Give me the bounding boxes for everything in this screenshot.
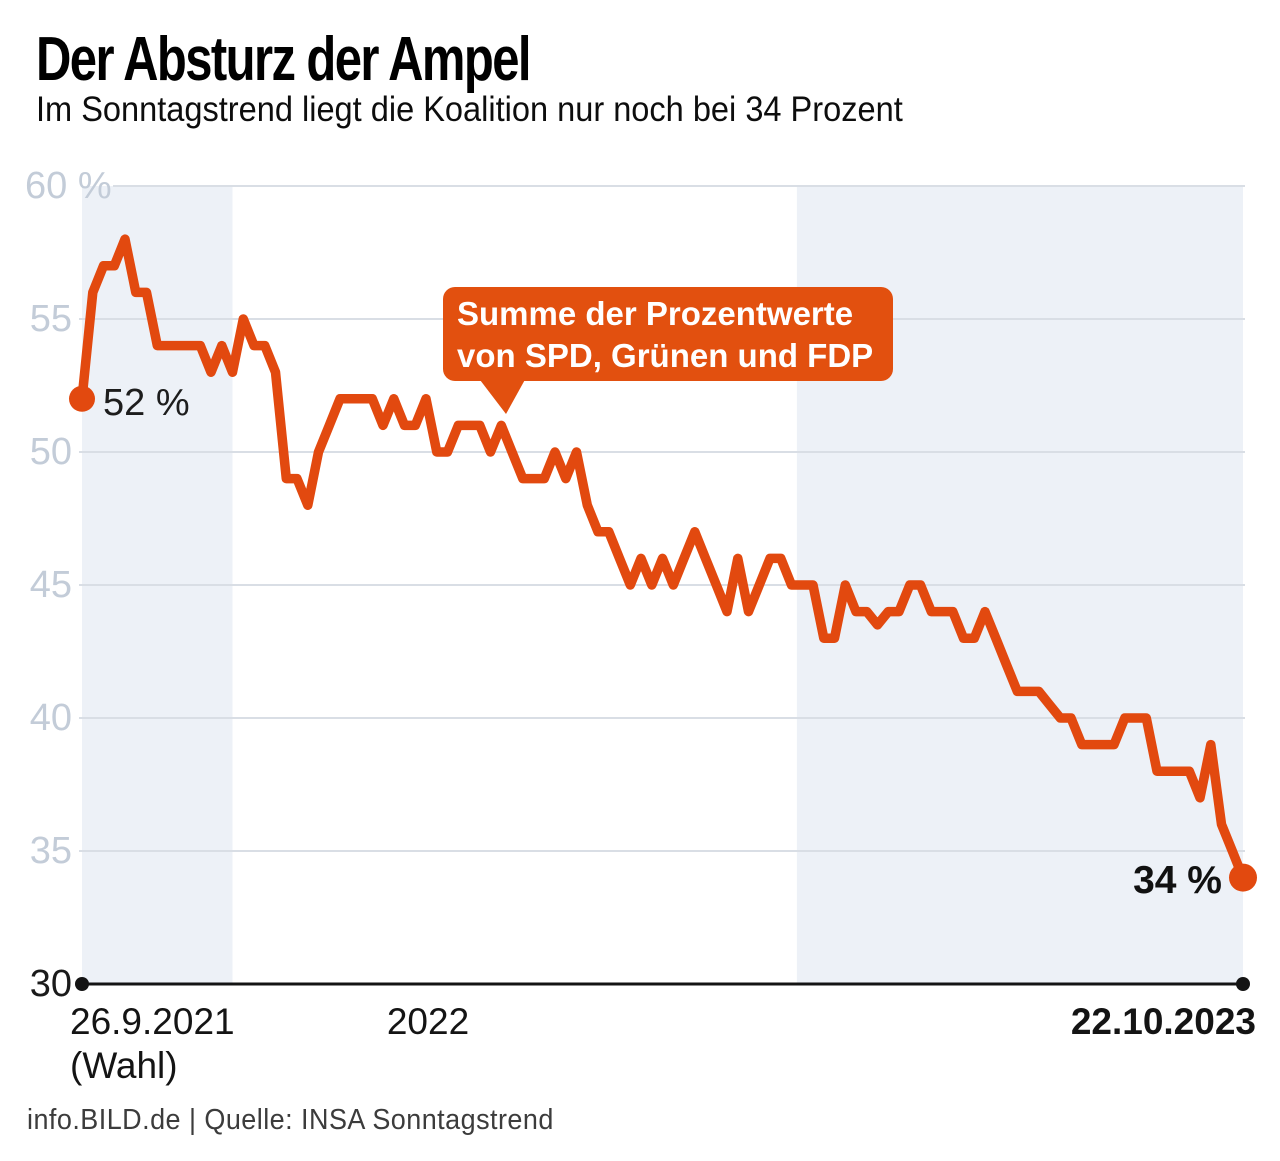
- y-axis-label-55: 55: [29, 298, 72, 340]
- series-callout: Summe der Prozentwerte von SPD, Grünen u…: [443, 287, 893, 381]
- start-value-annotation: 52 %: [103, 382, 190, 424]
- end-point-marker: [1229, 863, 1257, 892]
- x-axis-start-sublabel: (Wahl): [70, 1045, 178, 1086]
- callout-line-1: Summe der Prozentwerte: [457, 295, 854, 332]
- page-subtitle: Im Sonntagstrend liegt die Koalition nur…: [36, 90, 903, 129]
- x-axis-year-label: 2022: [386, 1001, 470, 1042]
- source-credit: info.BILD.de | Quelle: INSA Sonntagstren…: [27, 1104, 554, 1136]
- x-axis-start-dot: [75, 977, 89, 991]
- x-axis-end-dot: [1236, 977, 1250, 991]
- page-title: Der Absturz der Ampel: [36, 25, 531, 94]
- y-axis-label-60: 60 %: [25, 165, 112, 207]
- callout-tail: [477, 376, 527, 414]
- end-value-annotation: 34 %: [1133, 859, 1222, 902]
- start-point-marker: [69, 385, 95, 412]
- callout-line-2: von SPD, Grünen und FDP: [457, 337, 874, 374]
- y-axis-label-35: 35: [29, 830, 72, 872]
- y-axis-label-45: 45: [29, 564, 72, 606]
- y-axis-label-40: 40: [29, 697, 72, 739]
- y-axis-label-30: 30: [29, 963, 72, 1005]
- trend-line: [77, 234, 1248, 883]
- y-axis-label-50: 50: [29, 431, 72, 473]
- x-axis-end-label: 22.10.2023: [1070, 1001, 1256, 1042]
- x-axis-start-label: 26.9.2021: [70, 1001, 235, 1042]
